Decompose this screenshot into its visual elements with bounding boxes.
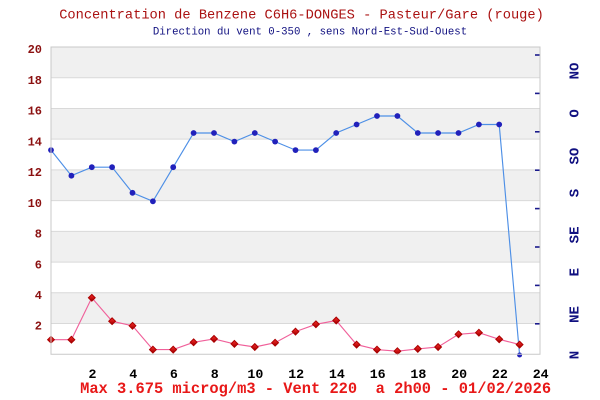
svg-text:12: 12 [28,166,42,180]
svg-text:14: 14 [28,135,42,149]
svg-text:2: 2 [35,320,42,334]
svg-text:SE: SE [567,226,583,243]
svg-text:NO: NO [567,63,583,80]
svg-text:E: E [567,268,583,276]
svg-text:Concentration de Benzene C6H6-: Concentration de Benzene C6H6-DONGES - P… [59,9,544,24]
svg-text:NE: NE [567,306,583,323]
svg-text:N: N [567,351,583,359]
svg-text:6: 6 [170,367,178,382]
svg-text:16: 16 [28,105,42,119]
svg-text:18: 18 [410,367,426,382]
svg-text:4: 4 [35,289,42,303]
svg-text:8: 8 [211,367,219,382]
svg-text:14: 14 [329,367,345,382]
svg-text:20: 20 [451,367,467,382]
svg-text:6: 6 [35,258,42,272]
svg-text:S: S [567,189,583,197]
svg-text:12: 12 [288,367,304,382]
svg-text:22: 22 [492,367,508,382]
svg-text:10: 10 [28,197,42,211]
svg-text:8: 8 [35,228,42,242]
svg-text:20: 20 [28,43,42,57]
svg-text:Max 3.675 microg/m3 - Vent 220: Max 3.675 microg/m3 - Vent 220 a 2h00 - … [80,380,551,398]
svg-text:16: 16 [370,367,386,382]
svg-text:SO: SO [567,148,583,165]
svg-text:10: 10 [247,367,263,382]
svg-text:2: 2 [89,367,97,382]
svg-text:18: 18 [28,74,42,88]
svg-text:24: 24 [533,367,549,382]
svg-text:Direction du vent 0-350 , sens: Direction du vent 0-350 , sens Nord-Est-… [153,26,467,38]
svg-text:4: 4 [129,367,137,382]
svg-text:O: O [567,109,583,117]
